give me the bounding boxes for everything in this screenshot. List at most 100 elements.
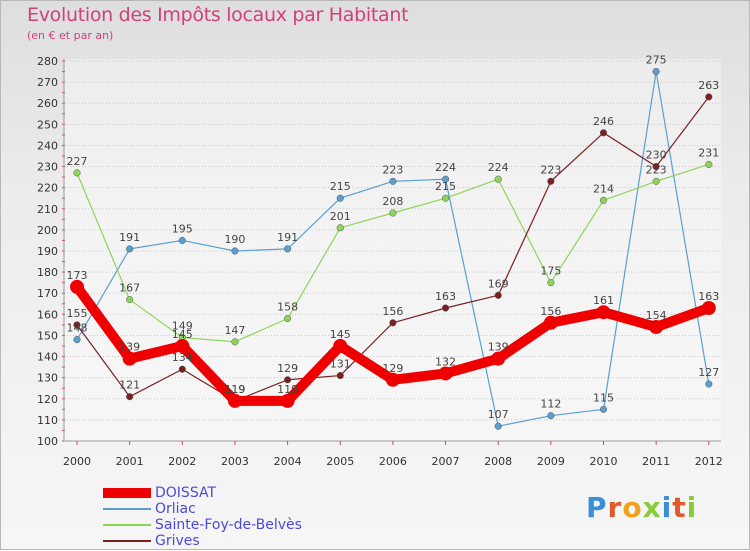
data-label: 173 bbox=[67, 269, 88, 282]
data-label: 175 bbox=[540, 265, 561, 278]
data-point-orliac bbox=[652, 68, 660, 76]
data-label: 119 bbox=[224, 383, 245, 396]
x-tick-label: 2006 bbox=[379, 455, 407, 468]
data-label: 169 bbox=[488, 277, 509, 290]
data-point-sainte-foy-de-belv-s bbox=[73, 169, 81, 177]
logo-letter: P bbox=[586, 491, 608, 524]
logo-letter: r bbox=[607, 491, 623, 524]
data-label: 224 bbox=[488, 161, 509, 174]
data-point-sainte-foy-de-belv-s bbox=[126, 296, 134, 304]
data-label: 191 bbox=[277, 231, 298, 244]
data-label: 147 bbox=[224, 324, 245, 337]
data-point-doissat bbox=[122, 351, 137, 366]
data-label: 191 bbox=[119, 231, 140, 244]
data-label: 145 bbox=[330, 328, 351, 341]
data-label: 263 bbox=[698, 79, 719, 92]
data-point-doissat bbox=[227, 393, 242, 408]
data-point-doissat bbox=[491, 351, 506, 366]
data-point-sainte-foy-de-belv-s bbox=[547, 279, 555, 287]
legend-label: Sainte-Foy-de-Belvès bbox=[155, 517, 302, 533]
data-label: 148 bbox=[67, 322, 88, 335]
data-point-grives bbox=[652, 163, 660, 171]
data-point-sainte-foy-de-belv-s bbox=[652, 177, 660, 185]
data-point-doissat bbox=[333, 339, 348, 353]
data-point-grives bbox=[442, 304, 450, 312]
y-tick-label: 200 bbox=[37, 224, 58, 237]
y-tick-label: 240 bbox=[37, 139, 58, 152]
y-tick-label: 260 bbox=[37, 97, 58, 110]
chart-title: Evolution des Impôts locaux par Habitant bbox=[27, 4, 409, 26]
y-tick-label: 160 bbox=[37, 308, 58, 321]
data-point-sainte-foy-de-belv-s bbox=[336, 224, 344, 232]
data-point-doissat bbox=[438, 366, 453, 381]
data-point-orliac bbox=[336, 194, 344, 202]
proxiti-logo: Proxiti bbox=[586, 491, 697, 524]
y-tick-label: 150 bbox=[37, 329, 58, 342]
y-tick-label: 270 bbox=[37, 76, 58, 89]
data-label: 129 bbox=[277, 362, 298, 375]
y-tick-label: 250 bbox=[37, 118, 58, 131]
data-point-sainte-foy-de-belv-s bbox=[284, 315, 292, 323]
data-point-grives bbox=[178, 365, 186, 373]
data-point-doissat bbox=[596, 305, 611, 320]
data-point-grives bbox=[547, 177, 555, 185]
data-label: 223 bbox=[646, 163, 667, 176]
data-label: 145 bbox=[172, 328, 193, 341]
y-tick-label: 180 bbox=[37, 266, 58, 279]
legend-label: Grives bbox=[155, 533, 200, 549]
data-point-orliac bbox=[231, 247, 239, 255]
data-label: 132 bbox=[435, 355, 456, 368]
legend-label: DOISSAT bbox=[155, 485, 217, 501]
data-point-doissat bbox=[280, 393, 295, 408]
data-label: 131 bbox=[330, 358, 351, 371]
data-label: 156 bbox=[540, 305, 561, 318]
data-label: 107 bbox=[488, 408, 509, 421]
data-point-doissat bbox=[70, 279, 84, 294]
data-label: 215 bbox=[435, 180, 456, 193]
logo-letter: t bbox=[672, 491, 687, 524]
y-tick-label: 100 bbox=[37, 435, 58, 448]
data-label: 161 bbox=[593, 294, 614, 307]
data-point-doissat bbox=[649, 320, 664, 334]
data-point-orliac bbox=[178, 236, 186, 244]
data-label: 163 bbox=[698, 290, 719, 303]
data-label: 201 bbox=[330, 210, 351, 223]
data-label: 112 bbox=[540, 398, 561, 411]
data-label: 230 bbox=[646, 149, 667, 162]
logo-letter: i bbox=[661, 491, 673, 524]
data-point-orliac bbox=[284, 245, 292, 253]
legend-label: Orliac bbox=[155, 501, 196, 517]
data-point-orliac bbox=[547, 412, 555, 420]
x-tick-label: 2011 bbox=[642, 455, 670, 468]
data-label: 208 bbox=[382, 195, 403, 208]
data-label: 119 bbox=[224, 383, 245, 396]
y-tick-label: 110 bbox=[37, 414, 58, 427]
logo-letter: x bbox=[642, 491, 662, 524]
data-label: 227 bbox=[67, 155, 88, 168]
data-label: 154 bbox=[646, 309, 667, 322]
data-point-grives bbox=[73, 321, 81, 329]
data-label: 158 bbox=[277, 301, 298, 314]
data-label: 134 bbox=[172, 351, 193, 364]
data-label: 223 bbox=[540, 163, 561, 176]
y-tick-label: 140 bbox=[37, 351, 58, 364]
y-tick-label: 170 bbox=[37, 287, 58, 300]
x-tick-label: 2000 bbox=[63, 455, 91, 468]
data-label: 231 bbox=[698, 146, 719, 159]
data-point-grives bbox=[599, 129, 608, 137]
data-point-sainte-foy-de-belv-s bbox=[442, 194, 450, 202]
data-label: 139 bbox=[119, 341, 140, 354]
data-point-grives bbox=[126, 393, 134, 401]
data-label: 115 bbox=[593, 391, 614, 404]
data-point-grives bbox=[284, 376, 292, 384]
data-label: 155 bbox=[67, 307, 88, 320]
y-tick-label: 220 bbox=[37, 182, 58, 195]
data-point-sainte-foy-de-belv-s bbox=[231, 338, 239, 346]
logo-letter: o bbox=[622, 491, 643, 524]
data-point-doissat bbox=[701, 301, 716, 315]
data-point-grives bbox=[336, 372, 344, 380]
data-label: 129 bbox=[382, 362, 403, 375]
data-point-sainte-foy-de-belv-s bbox=[389, 209, 397, 217]
data-label: 163 bbox=[435, 290, 456, 303]
